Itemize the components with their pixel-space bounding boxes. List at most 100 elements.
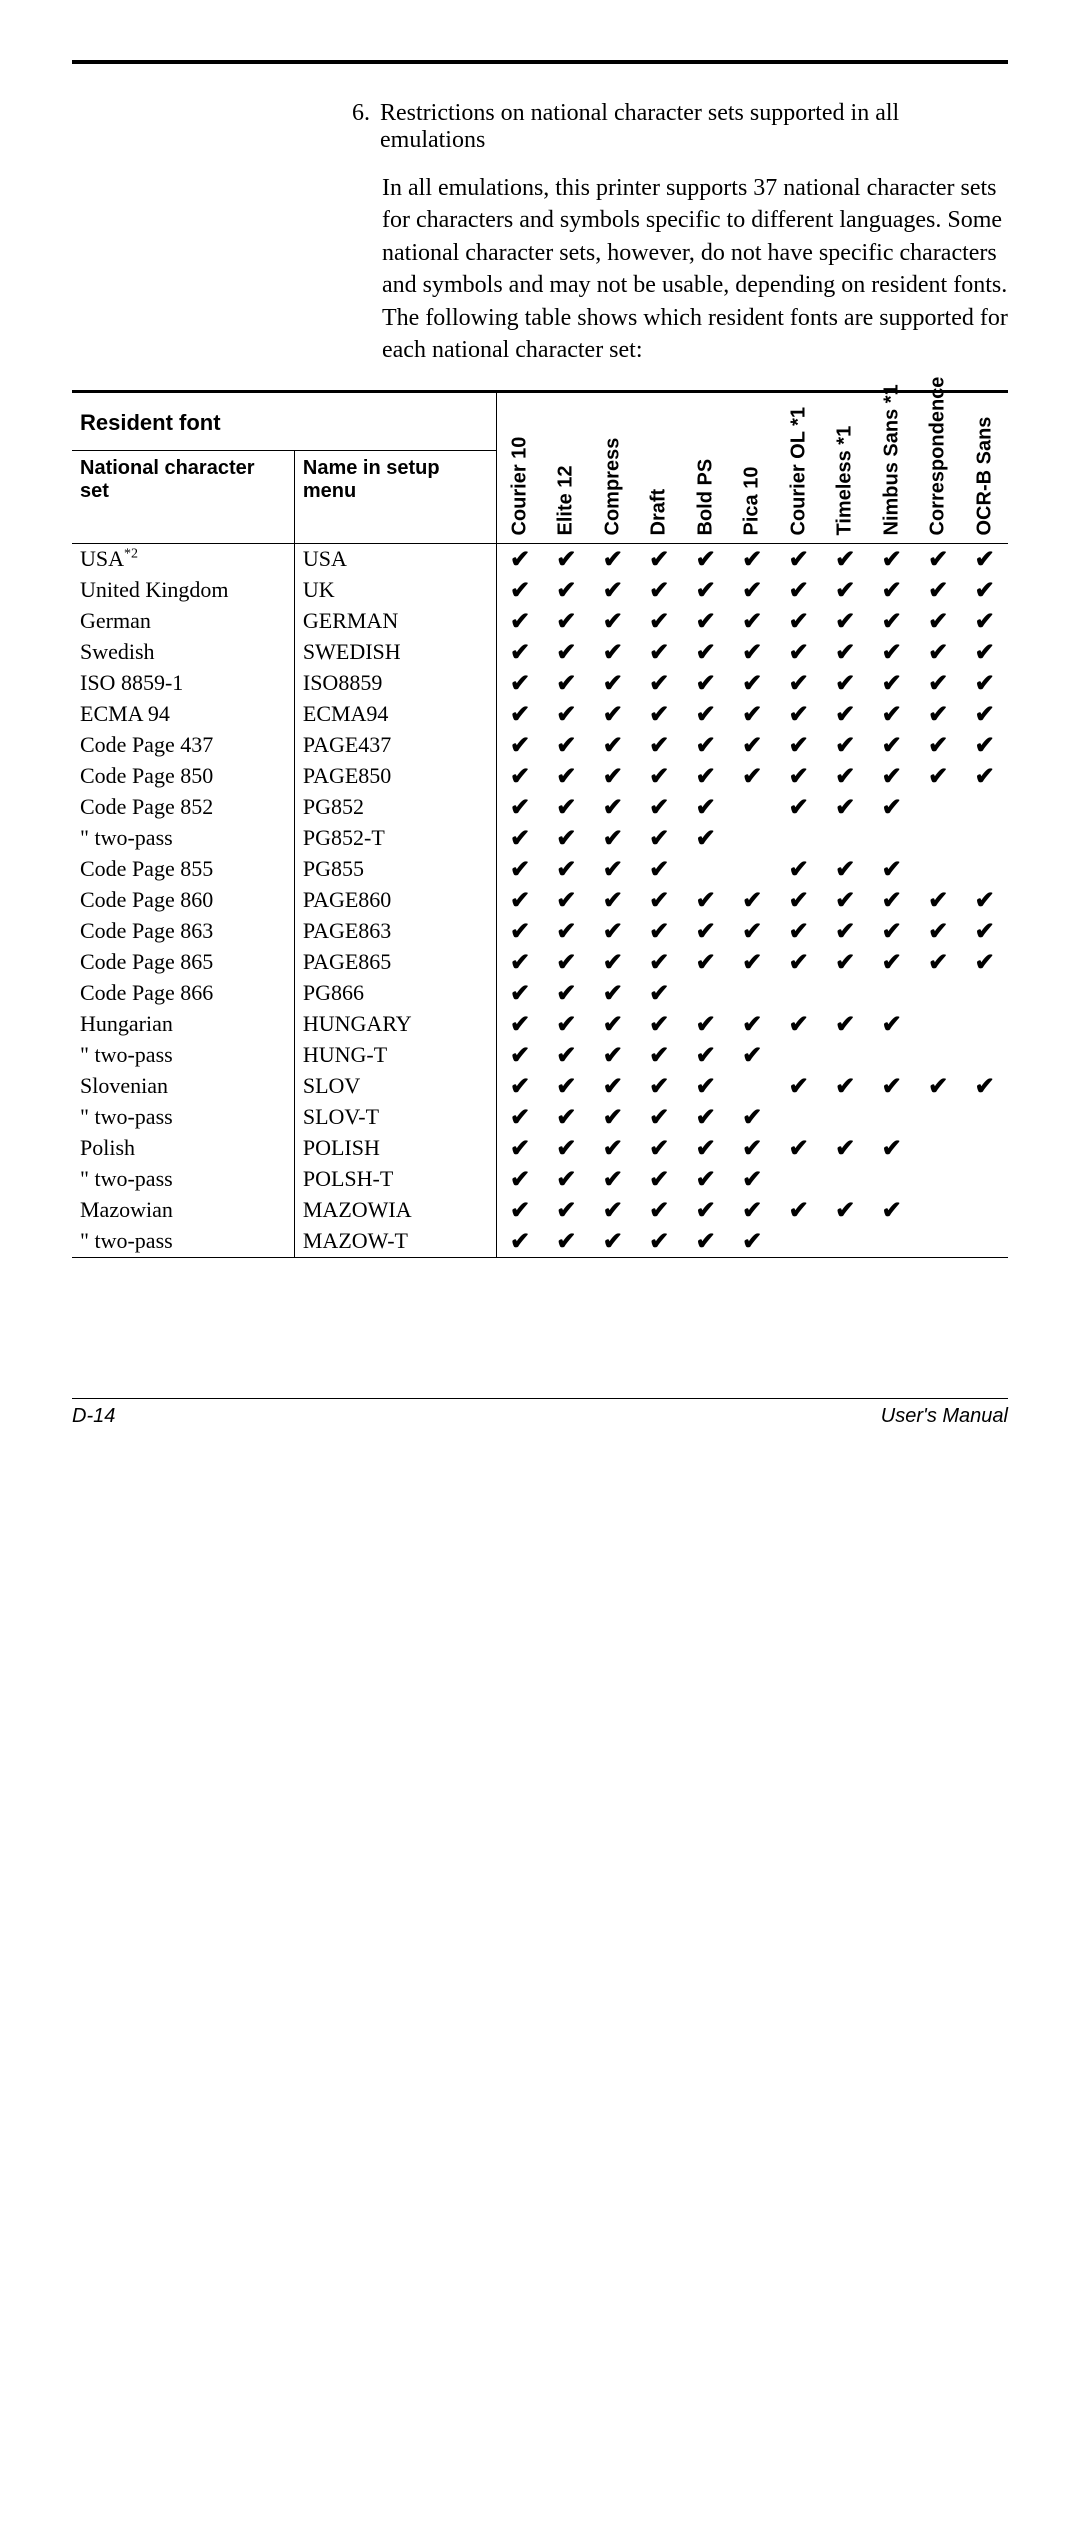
check-cell: ✔: [590, 730, 636, 761]
check-cell: [729, 823, 775, 854]
check-cell: ✔: [682, 1164, 728, 1195]
check-cell: ✔: [497, 575, 543, 606]
check-cell: ✔: [636, 1040, 682, 1071]
check-cell: ✔: [636, 1071, 682, 1102]
check-cell: ✔: [590, 761, 636, 792]
check-cell: ✔: [543, 978, 589, 1009]
check-cell: ✔: [729, 668, 775, 699]
page-footer: D-14 User's Manual: [72, 1398, 1008, 1428]
check-cell: ✔: [497, 978, 543, 1009]
check-cell: ✔: [636, 885, 682, 916]
check-cell: ✔: [543, 1009, 589, 1040]
check-cell: ✔: [497, 637, 543, 668]
table-body: USA*2USA✔✔✔✔✔✔✔✔✔✔✔United KingdomUK✔✔✔✔✔…: [72, 543, 1008, 1257]
superscript-note: *2: [124, 547, 138, 562]
header-resident-font: Resident font: [72, 393, 497, 450]
check-cell: ✔: [497, 1226, 543, 1257]
check-cell: ✔: [497, 668, 543, 699]
check-cell: ✔: [590, 1102, 636, 1133]
check-cell: ✔: [729, 885, 775, 916]
menu-name: POLISH: [294, 1133, 496, 1164]
check-cell: ✔: [868, 543, 914, 575]
check-cell: ✔: [961, 543, 1008, 575]
check-cell: ✔: [543, 668, 589, 699]
check-cell: ✔: [543, 543, 589, 575]
check-cell: ✔: [868, 854, 914, 885]
check-cell: ✔: [590, 916, 636, 947]
table-row: USA*2USA✔✔✔✔✔✔✔✔✔✔✔: [72, 543, 1008, 575]
check-cell: ✔: [682, 606, 728, 637]
check-cell: ✔: [961, 730, 1008, 761]
charset-name: ECMA 94: [72, 699, 294, 730]
check-cell: ✔: [590, 947, 636, 978]
check-cell: [868, 1226, 914, 1257]
check-cell: [961, 1009, 1008, 1040]
check-cell: ✔: [636, 1164, 682, 1195]
check-cell: ✔: [682, 543, 728, 575]
check-cell: ✔: [915, 885, 961, 916]
header-national-charset: National character set: [72, 451, 294, 544]
check-cell: ✔: [868, 1133, 914, 1164]
check-cell: ✔: [775, 854, 821, 885]
check-cell: ✔: [543, 947, 589, 978]
menu-name: ECMA94: [294, 699, 496, 730]
check-cell: ✔: [868, 575, 914, 606]
check-cell: ✔: [868, 1009, 914, 1040]
check-cell: ✔: [775, 730, 821, 761]
charset-name: Code Page 850: [72, 761, 294, 792]
check-cell: [915, 1133, 961, 1164]
check-cell: [961, 1133, 1008, 1164]
menu-name: PAGE865: [294, 947, 496, 978]
check-cell: ✔: [543, 1164, 589, 1195]
menu-name: SWEDISH: [294, 637, 496, 668]
check-cell: ✔: [590, 1226, 636, 1257]
check-cell: ✔: [682, 730, 728, 761]
check-cell: ✔: [636, 792, 682, 823]
check-cell: ✔: [915, 543, 961, 575]
check-cell: [961, 1226, 1008, 1257]
charset-name: Code Page 866: [72, 978, 294, 1009]
table-row: " two-passHUNG-T✔✔✔✔✔✔: [72, 1040, 1008, 1071]
check-cell: ✔: [497, 792, 543, 823]
check-cell: ✔: [775, 668, 821, 699]
check-cell: ✔: [636, 637, 682, 668]
check-cell: ✔: [822, 854, 868, 885]
table-row: ISO 8859-1ISO8859✔✔✔✔✔✔✔✔✔✔✔: [72, 668, 1008, 699]
check-cell: [822, 1226, 868, 1257]
menu-name: PG866: [294, 978, 496, 1009]
check-cell: ✔: [961, 575, 1008, 606]
check-cell: ✔: [822, 1195, 868, 1226]
check-cell: [868, 1164, 914, 1195]
check-cell: ✔: [682, 761, 728, 792]
check-cell: ✔: [822, 885, 868, 916]
check-cell: [915, 1195, 961, 1226]
check-cell: ✔: [682, 1102, 728, 1133]
check-cell: [822, 823, 868, 854]
check-cell: [729, 978, 775, 1009]
check-cell: ✔: [822, 543, 868, 575]
heading-text: Restrictions on national character sets …: [380, 100, 1008, 154]
check-cell: ✔: [682, 1009, 728, 1040]
charset-name: German: [72, 606, 294, 637]
check-cell: ✔: [961, 761, 1008, 792]
check-cell: [729, 854, 775, 885]
table-row: SwedishSWEDISH✔✔✔✔✔✔✔✔✔✔✔: [72, 637, 1008, 668]
check-cell: ✔: [590, 885, 636, 916]
check-cell: [961, 854, 1008, 885]
check-cell: ✔: [961, 947, 1008, 978]
check-cell: ✔: [543, 1226, 589, 1257]
check-cell: ✔: [822, 730, 868, 761]
check-cell: [775, 1164, 821, 1195]
table-row: MazowianMAZOWIA✔✔✔✔✔✔✔✔✔: [72, 1195, 1008, 1226]
check-cell: [915, 792, 961, 823]
check-cell: [729, 792, 775, 823]
manual-title: User's Manual: [881, 1405, 1008, 1428]
check-cell: ✔: [497, 916, 543, 947]
check-cell: ✔: [915, 916, 961, 947]
check-cell: [868, 1040, 914, 1071]
check-cell: ✔: [543, 1133, 589, 1164]
check-cell: ✔: [775, 575, 821, 606]
check-cell: [682, 854, 728, 885]
check-cell: ✔: [868, 947, 914, 978]
col-header: Draft: [636, 393, 682, 543]
